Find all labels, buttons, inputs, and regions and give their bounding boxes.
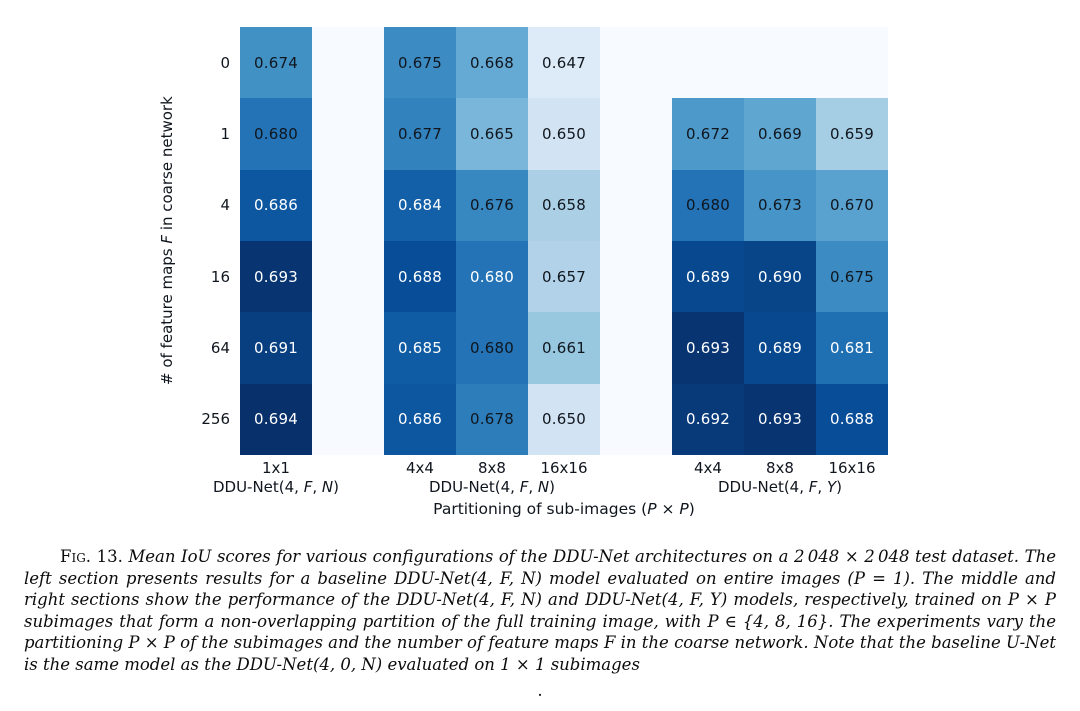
section-label: DDU-Net(4, F, N) [428, 478, 556, 496]
heatmap-cell: 0.674 [240, 27, 312, 99]
heatmap-cell: 0.647 [528, 27, 600, 99]
heatmap-cell: 0.685 [384, 312, 456, 384]
heatmap-grid: 0.674 0.680 0.686 0.693 0.691 0.694 0.675 0.668… [240, 27, 888, 455]
x-tick-label: 8x8 [478, 459, 506, 477]
x-tick-label: 16x16 [828, 459, 876, 477]
heatmap-cell: 0.692 [672, 383, 744, 455]
heatmap-cell: 0.693 [240, 241, 312, 313]
heatmap-cell: 0.684 [384, 169, 456, 241]
heatmap-cell: 0.650 [528, 98, 600, 170]
trailing-period: . [537, 681, 543, 700]
heatmap-cell: 0.680 [456, 312, 528, 384]
heatmap-cell: 0.675 [384, 27, 456, 99]
y-tick-label: 64 [210, 338, 230, 357]
heatmap-cell: 0.693 [744, 383, 816, 455]
caption-label: Fig. 13. [60, 547, 123, 566]
caption-text: Mean IoU scores for various configuratio… [24, 547, 1056, 674]
heatmap-cell: 0.688 [816, 383, 888, 455]
heatmap-cell: 0.675 [816, 241, 888, 313]
y-tick-label: 4 [220, 196, 230, 215]
section-label: DDU-Net(4, F, Y) [718, 478, 842, 496]
x-tick-label: 8x8 [766, 459, 794, 477]
heatmap-cell: 0.659 [816, 98, 888, 170]
x-tick-label: 1x1 [262, 459, 290, 477]
y-tick-label: 256 [201, 410, 230, 429]
heatmap-cell: 0.677 [384, 98, 456, 170]
heatmap-cell: 0.657 [528, 241, 600, 313]
heatmap-cell: 0.680 [672, 169, 744, 241]
heatmap-cell: 0.688 [384, 241, 456, 313]
y-tick-label: 16 [210, 267, 230, 286]
heatmap-cell: 0.650 [528, 383, 600, 455]
heatmap-cell: 0.668 [456, 27, 528, 99]
heatmap-cell: 0.680 [456, 241, 528, 313]
heatmap-cell: 0.669 [744, 98, 816, 170]
heatmap-cell: 0.693 [672, 312, 744, 384]
heatmap-cell: 0.670 [816, 169, 888, 241]
heatmap-cell: 0.658 [528, 169, 600, 241]
heatmap-cell: 0.694 [240, 383, 312, 455]
y-tick-label: 0 [220, 53, 230, 72]
heatmap-cell: 0.665 [456, 98, 528, 170]
heatmap-figure: # of feature maps F in coarse network 0 1… [158, 27, 888, 518]
x-tick-label: 16x16 [540, 459, 588, 477]
x-tick-label: 4x4 [406, 459, 434, 477]
section-label: DDU-Net(4, F, N) [212, 478, 340, 496]
heatmap-cell: 0.691 [240, 312, 312, 384]
heatmap-cell: 0.672 [672, 98, 744, 170]
heatmap-cell: 0.689 [672, 241, 744, 313]
heatmap-cell: 0.678 [456, 383, 528, 455]
heatmap-cell: 0.676 [456, 169, 528, 241]
heatmap-cell: 0.690 [744, 241, 816, 313]
heatmap-cell: 0.680 [240, 98, 312, 170]
heatmap-cell: 0.681 [816, 312, 888, 384]
heatmap-cell: 0.661 [528, 312, 600, 384]
x-tick-label: 4x4 [694, 459, 722, 477]
heatmap-cell: 0.689 [744, 312, 816, 384]
heatmap-cell: 0.686 [240, 169, 312, 241]
heatmap-cell: 0.686 [384, 383, 456, 455]
heatmap-cell: 0.673 [744, 169, 816, 241]
y-tick-label: 1 [220, 124, 230, 143]
x-axis-label: Partitioning of sub-images (P × P) [433, 500, 695, 518]
y-axis-label: # of feature maps F in coarse network [158, 96, 176, 386]
figure-caption: Fig. 13. Mean IoU scores for various con… [24, 546, 1056, 675]
